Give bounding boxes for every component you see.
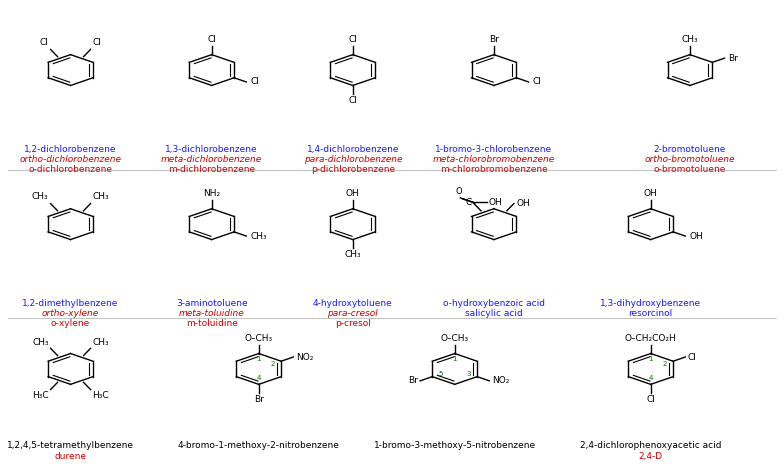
Text: CH₃: CH₃ (250, 232, 267, 241)
Text: O: O (456, 187, 462, 196)
Text: o-bromotoluene: o-bromotoluene (654, 165, 726, 174)
Text: Cl: Cl (646, 395, 655, 403)
Text: p-cresol: p-cresol (335, 319, 371, 328)
Text: 2-bromotoluene: 2-bromotoluene (654, 145, 726, 154)
Text: 1,3-dihydroxybenzene: 1,3-dihydroxybenzene (601, 299, 701, 308)
Text: OH: OH (644, 189, 658, 198)
Text: Br: Br (489, 35, 499, 44)
Text: ortho-xylene: ortho-xylene (42, 309, 100, 318)
Text: para-dichlorobenzene: para-dichlorobenzene (303, 155, 402, 164)
Text: Cl: Cl (348, 35, 358, 44)
Text: 1-bromo-3-methoxy-5-nitrobenzene: 1-bromo-3-methoxy-5-nitrobenzene (374, 441, 535, 450)
Text: 5: 5 (438, 371, 443, 377)
Text: 1,4-dichlorobenzene: 1,4-dichlorobenzene (307, 145, 399, 154)
Text: m-dichlorobenzene: m-dichlorobenzene (168, 165, 256, 174)
Text: ortho-dichlorobenzene: ortho-dichlorobenzene (20, 155, 122, 164)
Text: salicylic acid: salicylic acid (465, 309, 523, 318)
Text: H₃C: H₃C (32, 391, 49, 400)
Text: OH: OH (516, 199, 530, 208)
Text: para-cresol: para-cresol (328, 309, 378, 318)
Text: CH₃: CH₃ (32, 338, 49, 347)
Text: p-dichlorobenzene: p-dichlorobenzene (310, 165, 395, 174)
Text: Cl: Cl (688, 353, 696, 361)
Text: o-hydroxybenzoic acid: o-hydroxybenzoic acid (443, 299, 545, 308)
Text: 3-aminotoluene: 3-aminotoluene (176, 299, 248, 308)
Text: meta-chlorobromobenzene: meta-chlorobromobenzene (433, 155, 555, 164)
Text: meta-dichlorobenzene: meta-dichlorobenzene (161, 155, 263, 164)
Text: ortho-bromotoluene: ortho-bromotoluene (644, 155, 735, 164)
Text: o-xylene: o-xylene (51, 319, 90, 328)
Text: 2,4-dichlorophenoxyacetic acid: 2,4-dichlorophenoxyacetic acid (580, 441, 721, 450)
Text: 1,2-dichlorobenzene: 1,2-dichlorobenzene (24, 145, 117, 154)
Text: CH₃: CH₃ (344, 250, 361, 259)
Text: CH₃: CH₃ (93, 192, 110, 201)
Text: 4-bromo-1-methoxy-2-nitrobenzene: 4-bromo-1-methoxy-2-nitrobenzene (178, 441, 339, 450)
Text: m-toluidine: m-toluidine (186, 319, 238, 328)
Text: Cl: Cl (207, 35, 216, 44)
Text: CH₃: CH₃ (93, 338, 109, 347)
Text: O–CH₃: O–CH₃ (441, 334, 469, 343)
Text: meta-toluidine: meta-toluidine (179, 309, 245, 318)
Text: NH₂: NH₂ (203, 189, 220, 198)
Text: 1-bromo-3-chlorobenzene: 1-bromo-3-chlorobenzene (435, 145, 553, 154)
Text: CH₃: CH₃ (681, 35, 699, 44)
Text: OH: OH (488, 198, 502, 206)
Text: 1: 1 (648, 356, 653, 362)
Text: durene: durene (55, 452, 86, 460)
Text: OH: OH (346, 189, 360, 198)
Text: Br: Br (254, 395, 263, 403)
Text: Cl: Cl (250, 78, 259, 86)
Text: Br: Br (408, 376, 418, 385)
Text: Cl: Cl (39, 38, 49, 47)
Text: Br: Br (728, 54, 739, 63)
Text: C: C (466, 198, 472, 206)
Text: m-chlorobromobenzene: m-chlorobromobenzene (440, 165, 548, 174)
Text: Cl: Cl (348, 96, 358, 105)
Text: resorcinol: resorcinol (629, 309, 673, 318)
Text: 4-hydroxytoluene: 4-hydroxytoluene (313, 299, 393, 308)
Text: NO₂: NO₂ (296, 353, 313, 361)
Text: NO₂: NO₂ (492, 376, 509, 385)
Text: Cl: Cl (93, 38, 102, 47)
Text: 1,2,4,5-tetramethylbenzene: 1,2,4,5-tetramethylbenzene (7, 441, 134, 450)
Text: Cl: Cl (532, 78, 541, 86)
Text: 1,2-dimethylbenzene: 1,2-dimethylbenzene (23, 299, 118, 308)
Text: 1: 1 (256, 356, 261, 362)
Text: 4: 4 (256, 375, 261, 382)
Text: H₃C: H₃C (93, 391, 109, 400)
Text: O–CH₃: O–CH₃ (245, 334, 273, 343)
Text: 2: 2 (662, 361, 667, 367)
Text: OH: OH (689, 232, 703, 241)
Text: 1: 1 (452, 356, 457, 362)
Text: 1,3-dichlorobenzene: 1,3-dichlorobenzene (165, 145, 258, 154)
Text: O–CH₂CO₂H: O–CH₂CO₂H (625, 334, 677, 343)
Text: 3: 3 (466, 371, 471, 377)
Text: CH₃: CH₃ (31, 192, 49, 201)
Text: 2: 2 (270, 361, 275, 367)
Text: 4: 4 (648, 375, 653, 382)
Text: o-dichlorobenzene: o-dichlorobenzene (28, 165, 113, 174)
Text: 2,4-D: 2,4-D (639, 452, 662, 460)
